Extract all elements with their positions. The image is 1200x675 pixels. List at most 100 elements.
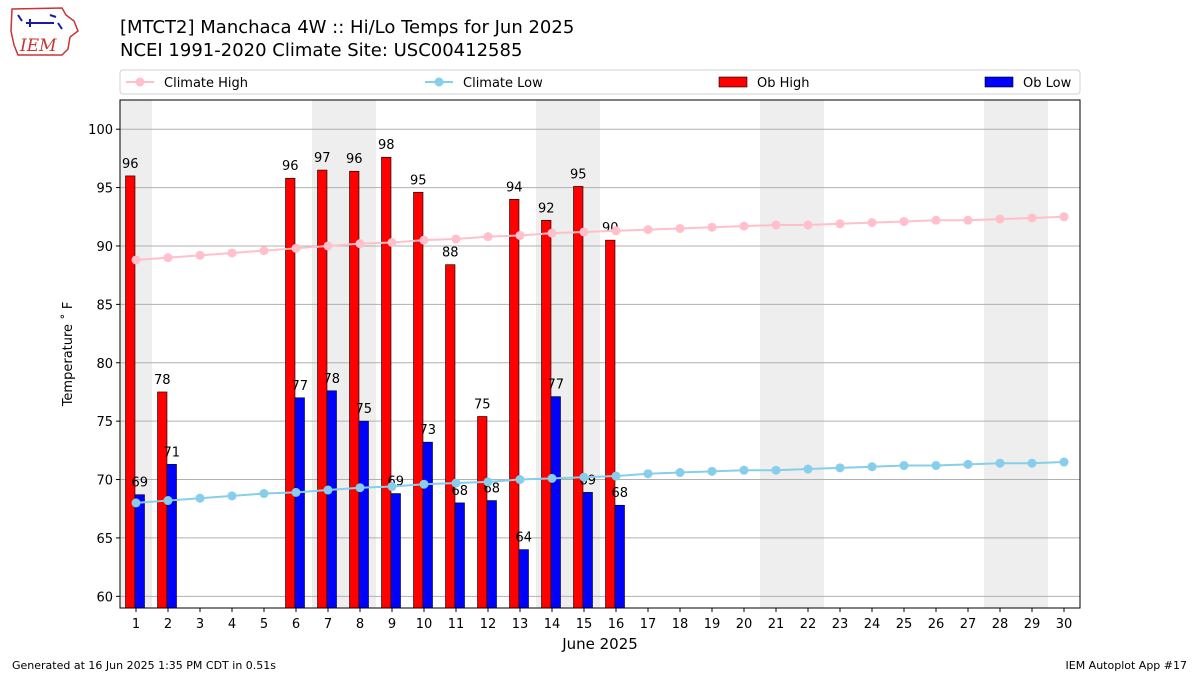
climate-high-point	[387, 237, 397, 247]
x-tick-label: 27	[960, 617, 977, 632]
climate-high-point	[963, 215, 973, 225]
ob-low-bar	[390, 493, 401, 609]
x-tick-label: 7	[324, 617, 332, 632]
ob-high-label: 96	[122, 157, 139, 172]
x-tick-label: 15	[576, 617, 593, 632]
ob-low-label: 68	[611, 486, 628, 501]
climate-high-point	[803, 220, 813, 230]
ob-high-label: 92	[538, 201, 555, 216]
y-tick-label: 100	[88, 123, 113, 138]
x-tick-label: 26	[928, 617, 945, 632]
ob-high-label: 95	[410, 173, 427, 188]
x-tick-label: 8	[356, 617, 364, 632]
climate-high-point	[675, 223, 685, 233]
x-tick-label: 12	[480, 617, 497, 632]
climate-high-point	[1027, 213, 1037, 223]
climate-high-point	[579, 227, 589, 237]
ob-high-bar	[445, 264, 456, 609]
climate-low-point	[835, 463, 845, 473]
ob-high-bar	[477, 416, 488, 609]
climate-high-point	[227, 248, 237, 258]
x-tick-label: 14	[544, 617, 561, 632]
legend-climate-high-label: Climate High	[164, 76, 248, 91]
x-tick-label: 13	[512, 617, 529, 632]
climate-high-point	[259, 246, 269, 256]
climate-high-point	[707, 222, 717, 232]
climate-low-point	[195, 493, 205, 503]
iem-logo: IEM	[10, 7, 79, 56]
y-tick-label: 95	[96, 182, 113, 197]
ob-low-label: 71	[163, 445, 180, 460]
climate-high-point	[483, 232, 493, 242]
x-tick-label: 11	[448, 617, 465, 632]
ob-high-bar	[317, 169, 328, 609]
climate-high-point	[739, 221, 749, 231]
weekend-shade	[760, 100, 792, 608]
legend-ob-high-swatch	[718, 76, 748, 88]
y-tick-label: 70	[96, 474, 113, 489]
weekend-shade	[1016, 100, 1048, 608]
legend-climate-low-label: Climate Low	[463, 76, 543, 91]
climate-low-point	[387, 482, 397, 492]
climate-low-point	[259, 489, 269, 499]
x-tick-label: 9	[388, 617, 396, 632]
chart-subtitle: NCEI 1991-2020 Climate Site: USC00412585	[120, 40, 523, 61]
climate-low-point	[483, 477, 493, 487]
y-tick-label: 80	[96, 357, 113, 372]
ob-low-bar	[134, 494, 145, 609]
ob-low-bar	[422, 441, 433, 609]
legend-ob-low-label: Ob Low	[1023, 76, 1072, 91]
logo-text: IEM	[19, 36, 57, 56]
x-tick-label: 2	[164, 617, 172, 632]
climate-low-point	[131, 498, 141, 508]
climate-high-point	[835, 219, 845, 229]
ob-low-bar	[582, 492, 593, 609]
x-tick-label: 22	[800, 617, 817, 632]
climate-high-point	[291, 243, 301, 253]
chart-title: [MTCT2] Manchaca 4W :: Hi/Lo Temps for J…	[120, 17, 575, 38]
climate-low-point	[515, 475, 525, 485]
ob-low-label: 75	[355, 402, 372, 417]
y-tick-label: 75	[96, 415, 113, 430]
climate-low-point	[227, 491, 237, 501]
climate-low-point	[323, 485, 333, 495]
plot-frame	[119, 99, 1081, 609]
x-tick-label: 29	[1024, 617, 1041, 632]
climate-high-point	[451, 234, 461, 244]
ob-high-label: 78	[154, 373, 171, 388]
y-tick-label: 60	[96, 590, 113, 605]
climate-high-point	[323, 241, 333, 251]
ob-high-label: 94	[506, 180, 523, 195]
climate-low-point	[291, 487, 301, 497]
climate-high-point	[771, 220, 781, 230]
climate-low-point	[707, 466, 717, 476]
x-tick-label: 20	[736, 617, 753, 632]
ob-low-label: 73	[419, 423, 436, 438]
ob-low-bar	[518, 549, 529, 609]
climate-low-point	[771, 465, 781, 475]
x-tick-label: 28	[992, 617, 1009, 632]
ob-low-label: 69	[131, 476, 148, 491]
ob-high-bar	[125, 175, 136, 609]
climate-high-point	[131, 255, 141, 265]
weekend-shade	[984, 100, 1016, 608]
y-tick-label: 85	[96, 298, 113, 313]
climate-low-point	[547, 473, 557, 483]
climate-low-point	[899, 461, 909, 471]
weather-symbols-icon	[17, 14, 63, 30]
climate-high-point	[867, 218, 877, 228]
footer-generated: Generated at 16 Jun 2025 1:35 PM CDT in …	[12, 659, 277, 672]
climate-high-point	[419, 235, 429, 245]
x-tick-label: 24	[864, 617, 881, 632]
climate-low-point	[995, 458, 1005, 468]
iowa-outline-icon	[10, 7, 79, 56]
climate-low-point	[419, 479, 429, 489]
ob-high-bar	[349, 170, 360, 609]
climate-high-point	[899, 216, 909, 226]
y-tick-label: 65	[96, 532, 113, 547]
ob-high-label: 96	[282, 159, 299, 174]
ob-high-label: 95	[570, 167, 587, 182]
climate-high-point	[195, 250, 205, 260]
ob-high-bar	[541, 219, 552, 609]
